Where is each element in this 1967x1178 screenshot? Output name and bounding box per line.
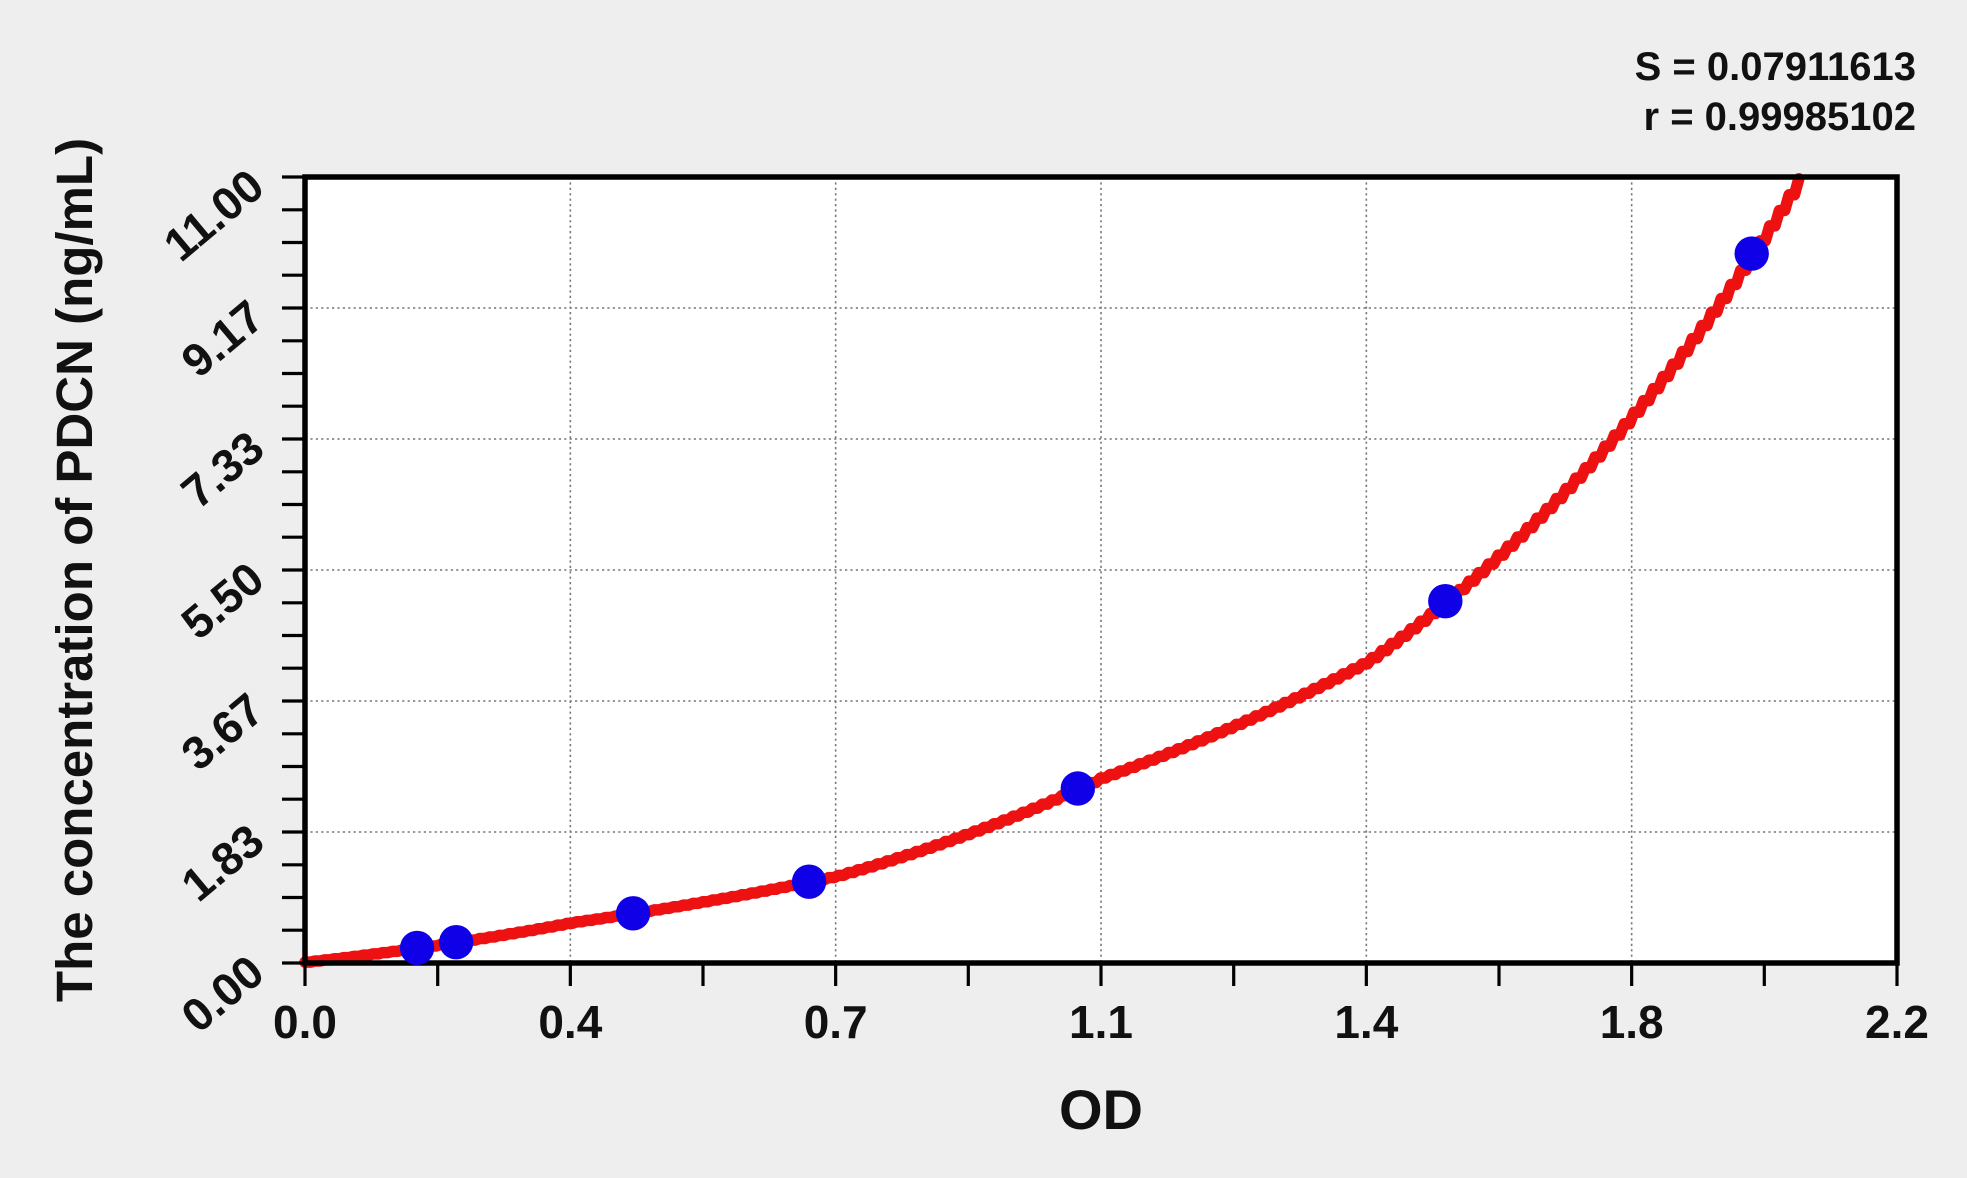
svg-text:1.8: 1.8: [1600, 996, 1664, 1048]
svg-text:OD: OD: [1059, 1078, 1143, 1141]
svg-text:S = 0.07911613: S = 0.07911613: [1635, 45, 1916, 89]
svg-text:r = 0.99985102: r = 0.99985102: [1644, 95, 1916, 139]
svg-text:2.2: 2.2: [1865, 996, 1929, 1048]
svg-text:0.7: 0.7: [804, 996, 868, 1048]
svg-text:1.4: 1.4: [1334, 996, 1398, 1048]
svg-text:1.1: 1.1: [1069, 996, 1133, 1048]
svg-text:0.4: 0.4: [538, 996, 602, 1048]
svg-text:The concentration of PDCN (ng/: The concentration of PDCN (ng/mL): [46, 138, 103, 1002]
svg-text:0.0: 0.0: [273, 996, 337, 1048]
